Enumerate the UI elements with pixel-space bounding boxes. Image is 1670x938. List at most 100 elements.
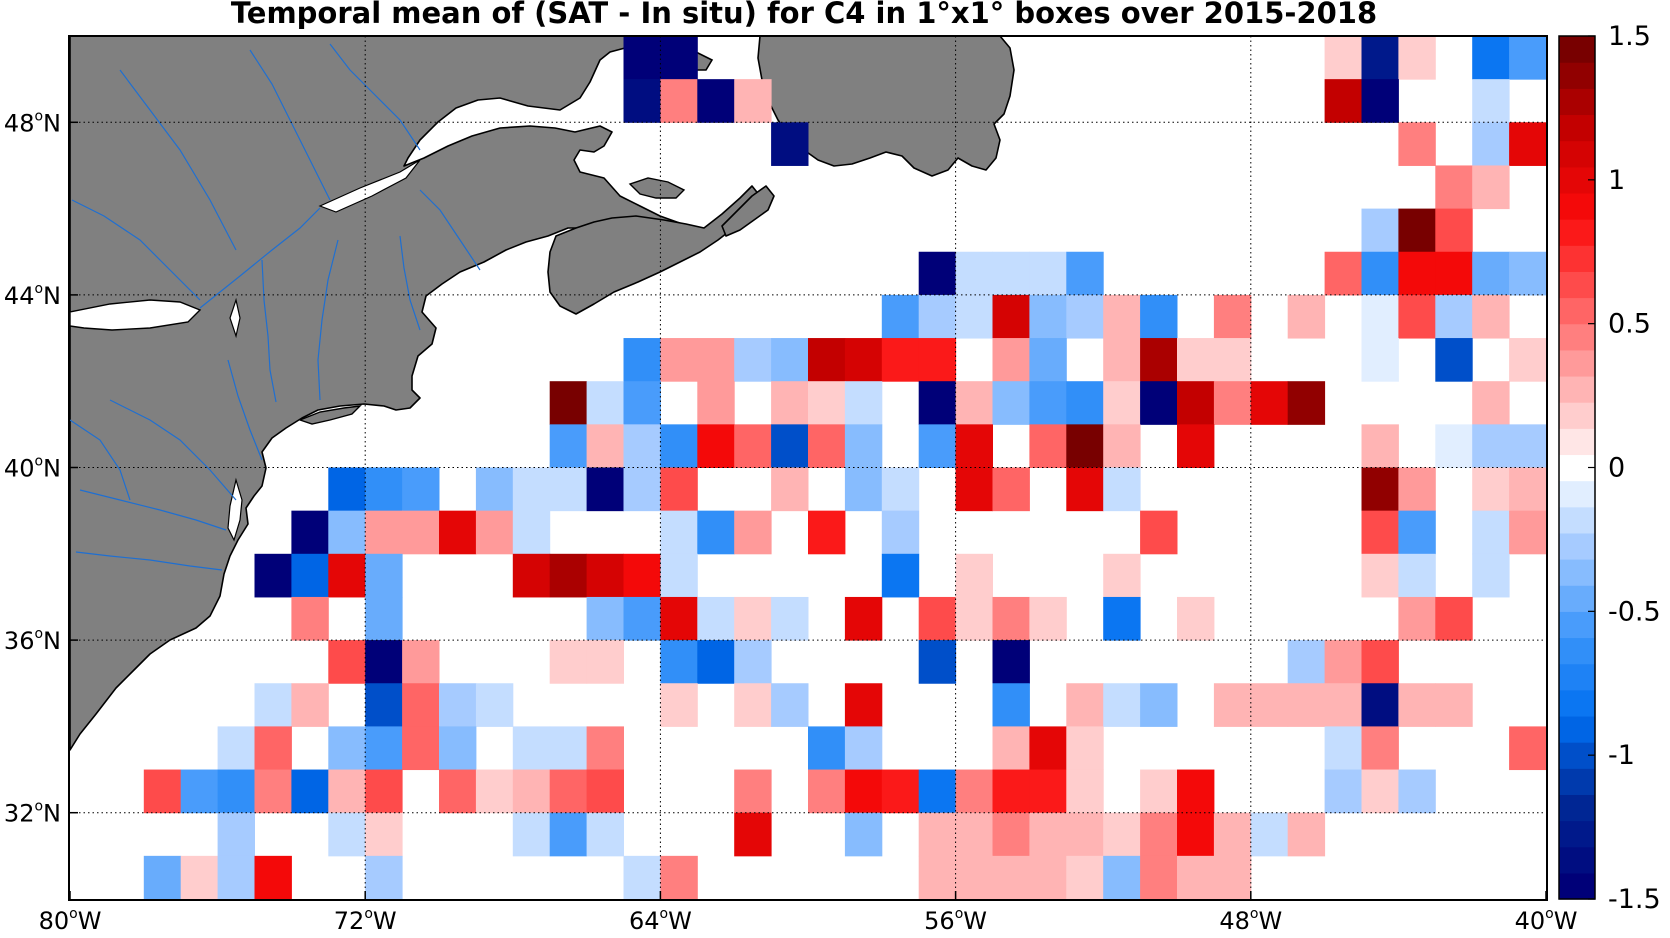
grid-cell: [918, 596, 957, 641]
colorbar: [1558, 35, 1596, 900]
colorbar-segment: [1559, 715, 1595, 743]
grid-cell: [918, 855, 957, 899]
grid-cell: [512, 769, 551, 814]
grid-cell: [1103, 683, 1141, 727]
grid-cell: [402, 467, 440, 512]
y-tick-label: 44oN: [4, 281, 61, 310]
grid-cell: [1361, 553, 1399, 598]
grid-cell: [365, 812, 403, 857]
colorbar-tick-label: -1: [1608, 740, 1635, 771]
grid-cell: [1361, 726, 1399, 771]
grid-cell: [1509, 36, 1546, 80]
grid-cell: [1398, 683, 1436, 727]
grid-cell: [1029, 769, 1067, 814]
grid-cell: [1029, 855, 1067, 899]
grid-cell: [660, 855, 698, 899]
grid-cell: [697, 510, 735, 555]
grid-cell: [586, 596, 624, 641]
grid-cell: [1250, 381, 1289, 425]
grid-cell: [955, 251, 993, 296]
colorbar-segment: [1559, 349, 1595, 377]
grid-cell: [586, 424, 624, 468]
colorbar-tick-label: 0: [1608, 453, 1625, 484]
grid-cell: [1620, 381, 1657, 425]
colorbar-tick-label: 1: [1608, 165, 1625, 196]
grid-cell: [1066, 294, 1104, 339]
grid-cell: [328, 510, 366, 555]
grid-cell: [1361, 683, 1399, 727]
grid-cell: [586, 640, 624, 684]
grid-cell: [1509, 251, 1546, 296]
grid-cell: [955, 467, 993, 512]
colorbar-segment: [1559, 846, 1595, 874]
grid-cell: [955, 769, 993, 814]
grid-cell: [1398, 596, 1436, 641]
grid-cell: [844, 596, 883, 641]
x-tick-label: 40oW: [1515, 906, 1578, 935]
grid-cell: [623, 36, 661, 80]
grid-cell: [1324, 36, 1362, 80]
grid-cell: [1177, 338, 1215, 382]
grid-cell: [1103, 553, 1141, 598]
grid-cell: [328, 726, 366, 771]
grid-cell: [549, 769, 588, 814]
grid-cell: [1066, 467, 1104, 512]
grid-cell: [549, 812, 588, 857]
grid-cell: [1472, 553, 1510, 598]
grid-cell: [1103, 381, 1141, 425]
grid-cell: [512, 510, 551, 555]
grid-cell: [992, 294, 1030, 339]
colorbar-tick-label: 0.5: [1608, 309, 1651, 340]
grid-cell: [328, 769, 366, 814]
colorbar-segment: [1559, 114, 1595, 142]
grid-cell: [291, 553, 329, 598]
grid-cell: [1361, 510, 1399, 555]
grid-cell: [1140, 769, 1178, 814]
grid-cell: [881, 769, 920, 814]
saint-john-river: [419, 189, 481, 271]
grid-cell: [1324, 726, 1362, 771]
prince-edward-island: [628, 177, 686, 199]
grid-cell: [1103, 855, 1141, 899]
colorbar-segment: [1559, 585, 1595, 612]
delaware-river: [227, 359, 263, 461]
chesapeake-bay: [227, 477, 243, 542]
map-frame: [68, 35, 1548, 901]
grid-cell: [1066, 381, 1104, 425]
ottawa-river: [71, 199, 201, 301]
grid-cell: [697, 596, 735, 641]
grid-cell: [1287, 381, 1326, 425]
grid-cell: [291, 769, 329, 814]
cape-breton-island: [721, 185, 775, 237]
grid-cell: [955, 381, 993, 425]
grid-cell: [1435, 165, 1473, 210]
grid-cell: [1472, 294, 1510, 339]
grid-cell: [992, 812, 1030, 857]
grid-cell: [955, 294, 993, 339]
grid-cell: [1361, 467, 1399, 512]
grid-cell: [439, 683, 477, 727]
grid-cell: [328, 640, 366, 684]
y-tick-label: 32oN: [4, 799, 61, 828]
grid-cell: [1435, 208, 1473, 253]
grid-cell: [1103, 338, 1141, 382]
grid-cell: [254, 769, 292, 814]
northern-river-3: [329, 43, 421, 151]
grid-cell: [1140, 812, 1178, 857]
grid-cell: [254, 553, 292, 598]
grid-cell: [918, 812, 957, 857]
grid-cell: [771, 683, 809, 727]
colorbar-segment: [1559, 820, 1595, 848]
grid-cell: [1398, 294, 1436, 339]
grid-cell: [549, 467, 588, 512]
grid-cell: [586, 467, 624, 512]
grid-cell: [808, 769, 846, 814]
grid-cell: [365, 596, 403, 641]
grid-cell: [1066, 683, 1104, 727]
grid-cell: [365, 683, 403, 727]
grid-cell: [771, 424, 809, 468]
grid-cell: [1287, 812, 1326, 857]
grid-cell: [1213, 338, 1252, 382]
grid-cell: [623, 553, 661, 598]
grid-cell: [1140, 381, 1178, 425]
